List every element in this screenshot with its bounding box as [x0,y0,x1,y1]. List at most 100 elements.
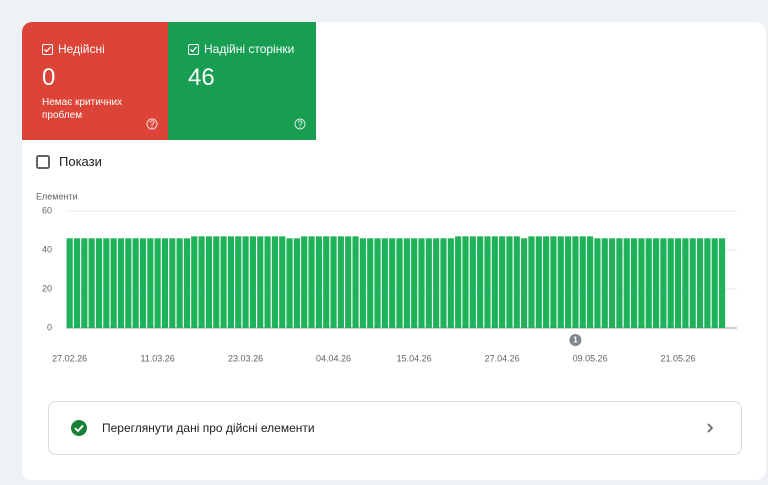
bar [674,238,682,328]
card-label-row: Недійсні [42,42,105,56]
card[interactable]: Надійні сторінки 46 [168,22,316,140]
y-tick-label: 20 [42,283,52,293]
help-icon[interactable] [294,118,306,130]
link[interactable]: Переглянути дані про дійсні елементи [48,401,742,455]
bar [257,236,264,328]
bar [125,238,132,328]
annotation-marker [569,334,582,346]
bar [154,238,161,328]
annotation-label: 1 [573,336,578,345]
bar [293,238,300,328]
x-tick-label: 09.05.26 [573,353,608,363]
bar [286,238,293,328]
bar [279,236,286,328]
bar [235,236,242,328]
bar [667,238,674,328]
y-tick-label: 60 [42,205,52,215]
bar [484,236,491,328]
bar [462,236,469,328]
bar [205,236,213,328]
x-tick-label: 23.03.26 [228,353,263,363]
bar [367,238,374,328]
card-note: Немає критичних проблем [42,97,123,121]
bar [477,236,484,328]
bar [652,238,660,328]
bar [594,238,601,328]
card-label: Надійні сторінки [204,42,295,56]
bar [95,238,103,328]
bar [557,236,564,328]
bar [110,238,117,328]
bar [198,236,205,328]
bar [418,238,425,328]
bar [579,236,586,328]
bar [220,236,227,328]
help-icon[interactable] [146,118,158,130]
bar [455,236,462,328]
bar [227,236,235,328]
bar [645,238,652,328]
bar [359,238,366,328]
bar [330,236,337,328]
bar [249,236,256,328]
x-tick-label: 15.04.26 [397,353,432,363]
bar [73,238,81,328]
bar [506,236,513,328]
card-label-row: Надійні сторінки [188,42,294,56]
x-tick-label: 27.04.26 [485,353,520,363]
x-tick-label: 04.04.26 [316,353,351,363]
bar [381,238,388,328]
bar [161,238,169,328]
bar [623,238,630,328]
bar [565,236,572,328]
bar [242,236,249,328]
bar [535,236,542,328]
bar [630,238,638,328]
checkbox [36,154,50,169]
bar [264,236,271,328]
bar [374,238,381,328]
bar [433,238,440,328]
bar [609,238,616,328]
bar [396,238,403,328]
bar [271,236,278,328]
bar [403,238,410,328]
bar [543,236,550,328]
y-axis-label: Елементи [36,191,78,201]
bar [513,236,520,328]
chart: Елементи 0 20 40 60 27.02.26 11.03.26 23.03.26… [36,191,737,363]
bar [491,236,498,328]
toggle[interactable]: Покази [36,154,102,169]
bar [440,238,447,328]
x-tick-label: 21.05.26 [661,353,696,363]
bar [301,236,308,328]
checkbox-icon [42,43,53,55]
bar [499,236,506,328]
bar [528,236,535,328]
bar [308,236,315,328]
check-icon [71,420,87,436]
bar [132,238,139,328]
bar [191,236,198,328]
bar [550,236,557,328]
bar [689,238,696,328]
bar [345,236,352,328]
bar [587,236,594,328]
checkbox-icon [188,43,199,55]
bar [638,238,645,328]
bar [66,238,73,328]
bar [447,238,454,328]
bar [601,238,608,328]
bar [323,236,330,328]
bar [103,238,110,328]
bar [183,238,191,328]
bar [337,236,344,328]
bar [696,238,704,328]
bar [389,238,396,328]
card[interactable]: Недійсні 0 Немає критичних проблем [22,22,168,140]
bar [469,236,476,328]
bar [117,238,125,328]
card-value: 46 [188,64,215,91]
bar [88,238,95,328]
